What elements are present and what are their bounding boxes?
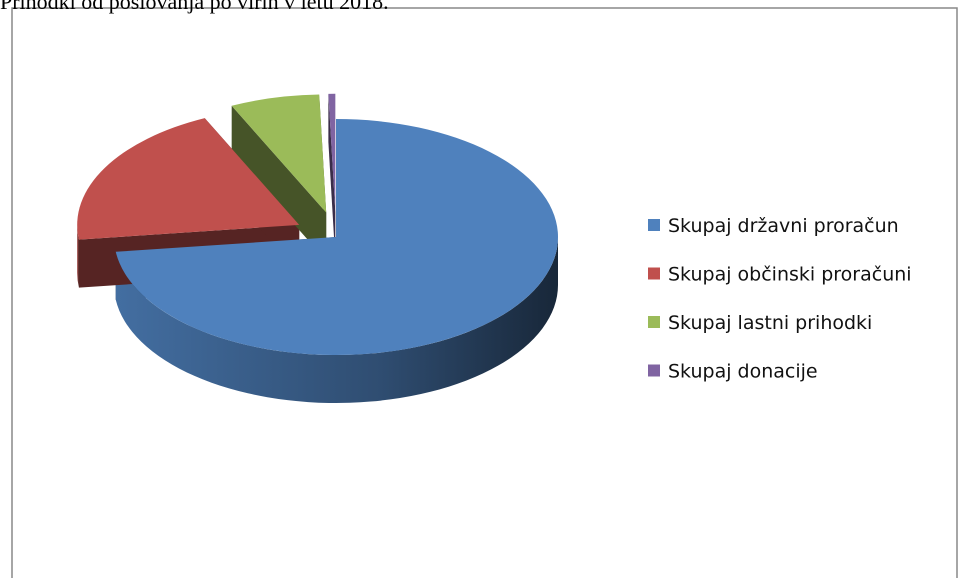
slice-side: [231, 105, 327, 261]
slice: [328, 93, 336, 212]
chart-title: Prihodki od poslovanja po virih v letu 2…: [0, 0, 389, 14]
legend-swatch: [648, 267, 660, 280]
slice: [77, 118, 300, 240]
slice-wall: [115, 237, 558, 404]
legend-swatch: [648, 364, 660, 377]
legend-swatch: [648, 219, 660, 231]
legend-label: Skupaj lastni prihodki: [668, 312, 872, 334]
legend-label: Skupaj državni proračun: [668, 215, 899, 237]
legend-swatch: [648, 316, 660, 328]
slice-side: [328, 93, 336, 260]
slice: [115, 119, 559, 355]
slice: [231, 94, 327, 213]
slice-wall: [77, 224, 79, 288]
legend-label: Skupaj donacije: [668, 361, 818, 383]
legend-label: Skupaj občinski proračuni: [668, 264, 912, 286]
